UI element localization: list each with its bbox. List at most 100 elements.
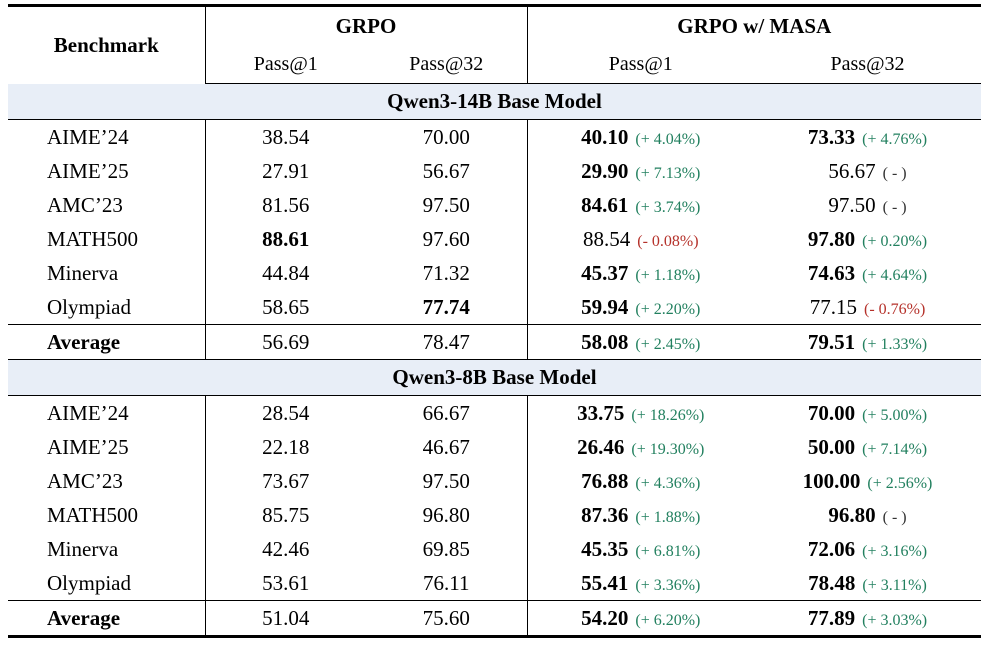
masa-pass1-cell: 45.35 (+ 6.81%) — [527, 532, 754, 566]
masa-pass32-cell: 77.89 (+ 3.03%) — [754, 600, 982, 637]
score-value: 77.74 — [422, 294, 470, 319]
score-value: 76.11 — [423, 570, 470, 595]
score-value: 97.60 — [422, 226, 470, 251]
sub-header-row: Pass@1 Pass@32 Pass@1 Pass@32 — [8, 45, 982, 84]
score-value: 77.15 — [809, 294, 857, 319]
delta-annotation: (+ 3.03%) — [862, 611, 928, 629]
grpo-pass32-cell: 75.60 — [366, 600, 528, 637]
grpo-pass32-cell: 56.67 — [366, 154, 528, 188]
benchmark-cell: AIME’25 — [8, 430, 206, 464]
grpo-pass1-cell: 85.75 — [205, 498, 366, 532]
delta-annotation: ( - ) — [882, 164, 907, 182]
grpo-pass1-cell: 42.46 — [205, 532, 366, 566]
masa-pass1-cell: 54.20 (+ 6.20%) — [527, 600, 755, 637]
delta-annotation: (+ 3.36%) — [635, 576, 701, 594]
benchmark-cell: Average — [8, 600, 206, 637]
score-value: 26.46 — [577, 434, 625, 459]
masa-pass1-cell: 40.10 (+ 4.04%) — [527, 120, 754, 155]
score-value: 55.41 — [581, 570, 629, 595]
score-value: 88.54 — [582, 226, 631, 251]
grpo-pass32-cell: 46.67 — [366, 430, 528, 464]
grpo-masa-group-header: GRPO w/ MASA — [677, 13, 832, 38]
score-value: 45.37 — [581, 260, 629, 285]
table-row: Minerva 44.84 71.32 45.37 (+ 1.18%) 74.63 (+ 4… — [8, 256, 981, 290]
average-row: Average 56.69 78.47 58.08 (+ 2.45%) 79.51 (+ 1… — [8, 324, 982, 360]
table-row: Minerva 42.46 69.85 45.35 (+ 6.81%) 72.06 (+ 3… — [8, 532, 981, 566]
score-value: 29.90 — [581, 158, 629, 183]
table-body: Qwen3-14B Base Model AIME’24 38.54 70.00 40.… — [8, 83, 982, 637]
grpo-pass32-cell: 97.50 — [366, 464, 528, 498]
group-header-row: Benchmark GRPO GRPO w/ MASA — [8, 5, 981, 84]
score-value: 96.80 — [422, 502, 470, 527]
table-row: Olympiad 58.65 77.74 59.94 (+ 2.20%) 77.15 (- … — [8, 290, 981, 325]
score-value: 73.67 — [262, 468, 310, 493]
score-value: 69.85 — [422, 536, 470, 561]
score-value: 78.48 — [808, 570, 856, 595]
delta-annotation: (+ 2.56%) — [867, 474, 933, 492]
score-value: 88.61 — [262, 226, 310, 251]
masa-pass32-cell: 77.15 (- 0.76%) — [754, 290, 981, 325]
benchmark-results-table: Benchmark GRPO GRPO w/ MASA Pass@1 Pass@… — [8, 4, 982, 638]
masa-pass1-cell: 58.08 (+ 2.45%) — [527, 324, 755, 360]
average-row: Average 51.04 75.60 54.20 (+ 6.20%) 77.89 (+ 3… — [8, 600, 982, 637]
score-value: 84.61 — [581, 192, 629, 217]
score-value: 38.54 — [262, 124, 310, 149]
grpo-pass1-header: Pass@1 — [205, 45, 366, 84]
score-value: 59.94 — [581, 294, 629, 319]
score-value: 74.63 — [807, 260, 856, 285]
masa-pass32-header: Pass@32 — [754, 45, 982, 84]
score-value: 58.08 — [581, 329, 629, 354]
score-value: 70.00 — [422, 124, 470, 149]
grpo-pass32-cell: 76.11 — [366, 566, 528, 601]
score-value: 78.47 — [422, 329, 470, 354]
score-value: 53.61 — [262, 570, 310, 595]
masa-pass1-cell: 84.61 (+ 3.74%) — [527, 188, 754, 222]
delta-annotation: (+ 7.13%) — [635, 164, 701, 182]
delta-annotation: (+ 2.45%) — [635, 335, 701, 353]
delta-annotation: (- 0.08%) — [637, 232, 699, 250]
score-value: 70.00 — [807, 400, 856, 425]
delta-annotation: (+ 1.18%) — [635, 266, 701, 284]
score-value: 100.00 — [802, 468, 861, 493]
delta-annotation: (+ 1.33%) — [862, 335, 928, 353]
grpo-pass32-cell: 69.85 — [366, 532, 528, 566]
score-value: 45.35 — [581, 536, 629, 561]
masa-pass1-cell: 26.46 (+ 19.30%) — [527, 430, 754, 464]
masa-pass1-cell: 33.75 (+ 18.26%) — [527, 396, 754, 431]
masa-pass32-cell: 50.00 (+ 7.14%) — [754, 430, 981, 464]
score-value: 40.10 — [581, 124, 629, 149]
table-row: AIME’25 22.18 46.67 26.46 (+ 19.30%) 50.00 (+ … — [8, 430, 981, 464]
grpo-pass1-cell: 28.54 — [205, 396, 366, 431]
delta-annotation: (+ 3.11%) — [862, 576, 927, 594]
masa-pass1-cell: 87.36 (+ 1.88%) — [527, 498, 754, 532]
grpo-pass1-cell: 53.61 — [205, 566, 366, 601]
score-value: 66.67 — [422, 400, 470, 425]
masa-pass32-cell: 97.80 (+ 0.20%) — [754, 222, 981, 256]
benchmark-cell: MATH500 — [8, 498, 206, 532]
section-title: Qwen3-8B Base Model — [8, 359, 982, 396]
score-value: 44.84 — [262, 260, 310, 285]
table-row: Olympiad 53.61 76.11 55.41 (+ 3.36%) 78.48 (+ … — [8, 566, 981, 601]
section-header-row: Qwen3-8B Base Model — [8, 359, 982, 396]
score-value: 56.67 — [422, 158, 470, 183]
masa-pass32-cell: 74.63 (+ 4.64%) — [754, 256, 981, 290]
grpo-group-header: GRPO — [205, 5, 528, 45]
masa-pass32-cell: 100.00 (+ 2.56%) — [754, 464, 981, 498]
delta-annotation: (+ 4.64%) — [862, 266, 928, 284]
grpo-pass32-cell: 97.60 — [366, 222, 528, 256]
score-value: 85.75 — [262, 502, 310, 527]
delta-annotation: (+ 4.04%) — [635, 130, 701, 148]
benchmark-cell: Olympiad — [8, 290, 206, 325]
benchmark-cell: AMC’23 — [8, 464, 206, 498]
delta-annotation: (+ 5.00%) — [862, 406, 928, 424]
grpo-pass1-cell: 81.56 — [205, 188, 366, 222]
score-value: 58.65 — [262, 294, 310, 319]
delta-annotation: (+ 18.26%) — [631, 406, 705, 424]
score-value: 77.89 — [807, 605, 856, 630]
masa-pass32-cell: 56.67 ( - ) — [754, 154, 981, 188]
masa-pass32-cell: 72.06 (+ 3.16%) — [754, 532, 981, 566]
table-row: AIME’24 28.54 66.67 33.75 (+ 18.26%) 70.00 (+ … — [8, 395, 981, 431]
benchmark-cell: Olympiad — [8, 566, 206, 601]
delta-annotation: (+ 4.36%) — [635, 474, 701, 492]
delta-annotation: (+ 4.76%) — [862, 130, 928, 148]
